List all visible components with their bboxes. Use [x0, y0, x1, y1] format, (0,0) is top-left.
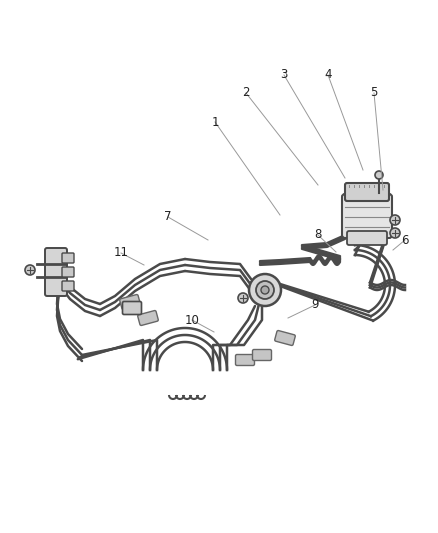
Text: 6: 6 — [401, 233, 409, 246]
Text: 1: 1 — [211, 116, 219, 128]
FancyBboxPatch shape — [138, 311, 158, 326]
Text: 2: 2 — [242, 86, 250, 100]
FancyBboxPatch shape — [236, 354, 254, 366]
Circle shape — [375, 171, 383, 179]
Text: 5: 5 — [370, 86, 378, 100]
Circle shape — [238, 293, 248, 303]
Text: 9: 9 — [311, 298, 319, 311]
FancyBboxPatch shape — [45, 248, 67, 296]
Text: 11: 11 — [113, 246, 128, 260]
Text: 4: 4 — [324, 69, 332, 82]
Circle shape — [249, 274, 281, 306]
FancyBboxPatch shape — [275, 330, 295, 345]
FancyBboxPatch shape — [62, 281, 74, 291]
Circle shape — [256, 281, 274, 299]
FancyBboxPatch shape — [347, 231, 387, 245]
FancyBboxPatch shape — [123, 302, 141, 314]
FancyBboxPatch shape — [252, 350, 272, 360]
Text: 8: 8 — [314, 229, 321, 241]
Text: 10: 10 — [184, 313, 199, 327]
Circle shape — [390, 215, 400, 225]
Text: 3: 3 — [280, 69, 288, 82]
FancyBboxPatch shape — [342, 194, 392, 238]
Circle shape — [390, 228, 400, 238]
Text: 7: 7 — [164, 211, 172, 223]
Circle shape — [261, 286, 269, 294]
Circle shape — [25, 265, 35, 275]
FancyBboxPatch shape — [62, 253, 74, 263]
FancyBboxPatch shape — [62, 267, 74, 277]
FancyBboxPatch shape — [120, 295, 140, 310]
FancyBboxPatch shape — [345, 183, 389, 201]
